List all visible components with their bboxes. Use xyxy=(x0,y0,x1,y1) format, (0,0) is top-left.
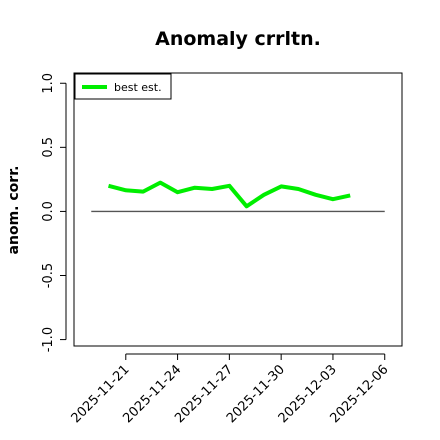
legend: best est. xyxy=(74,73,172,100)
series-layer xyxy=(107,180,351,209)
y-axis: -1.0 -0.5 0.0 0.5 1.0 xyxy=(41,73,67,352)
y-tick-label: 1.0 xyxy=(41,73,56,94)
x-axis: 2025-11-212025-11-242025-11-272025-11-30… xyxy=(69,353,392,426)
y-tick-label: 0.0 xyxy=(41,201,56,222)
series-line-best-est xyxy=(107,180,351,209)
y-tick-label: -0.5 xyxy=(41,263,56,288)
y-tick-label: 0.5 xyxy=(41,137,56,158)
legend-label: best est. xyxy=(114,81,162,94)
y-tick-label: -1.0 xyxy=(41,327,56,352)
y-axis-label: anom. corr. xyxy=(6,166,22,255)
plot-frame xyxy=(73,72,403,347)
chart-title: Anomaly crrltn. xyxy=(155,28,321,50)
